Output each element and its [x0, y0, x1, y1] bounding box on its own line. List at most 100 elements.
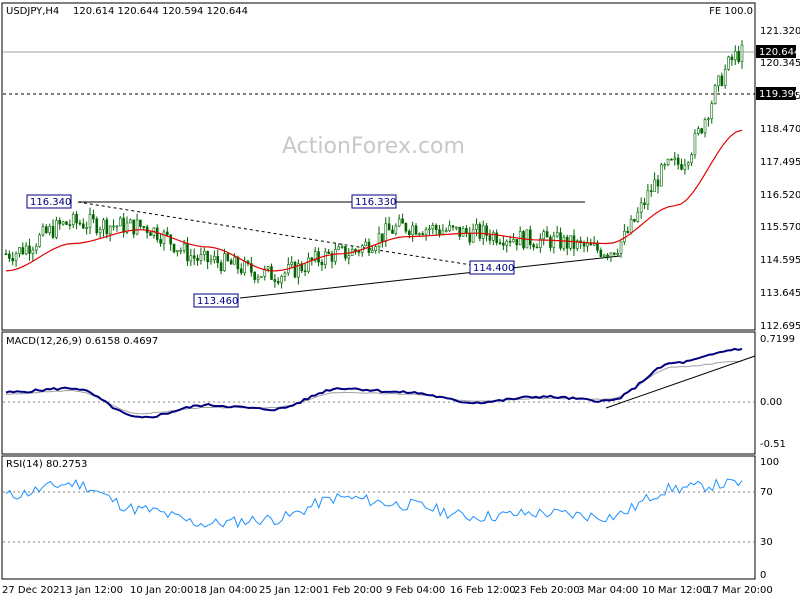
candle-body	[599, 249, 603, 257]
candle-body	[92, 214, 95, 220]
last-price-box	[756, 45, 796, 58]
macd-trendline	[605, 355, 756, 409]
candle-body	[21, 247, 25, 255]
candle-body	[45, 226, 48, 234]
candle-body	[381, 233, 384, 242]
candle-body	[334, 249, 337, 262]
candle-body	[270, 266, 273, 280]
candle-body	[105, 219, 109, 235]
candle-body	[102, 219, 105, 230]
candle-body	[229, 260, 233, 265]
candle-body	[273, 279, 277, 282]
annotation-box	[193, 293, 239, 308]
candle-body	[61, 221, 65, 225]
candle-body	[209, 259, 213, 263]
candle-body	[71, 213, 75, 226]
watermark: ActionForex.com	[282, 134, 465, 159]
price-annotation-low-left: 113.460	[193, 293, 239, 308]
candle-body	[555, 232, 559, 237]
x-tick-label: 18 Jan 04:00	[194, 585, 257, 596]
candle-body	[172, 243, 176, 253]
candle-body	[451, 225, 455, 228]
candle-body	[253, 272, 256, 280]
candle-body	[233, 256, 236, 265]
x-tick-label: 3 Mar 04:00	[578, 585, 638, 596]
candle-body	[394, 225, 398, 234]
candle-body	[582, 242, 586, 247]
candle-body	[481, 225, 485, 239]
candle-body	[51, 225, 55, 238]
candle-body	[213, 256, 216, 261]
candle-body	[239, 268, 243, 274]
candle-body	[602, 254, 606, 257]
candle-body	[38, 234, 41, 247]
candle-body	[542, 231, 546, 240]
price-tick: 118.470	[760, 124, 800, 135]
candle-body	[623, 230, 626, 243]
candle-body	[545, 231, 549, 238]
candle-body	[115, 225, 119, 228]
candle-body	[676, 157, 680, 165]
candle-body	[532, 244, 535, 248]
candle-body	[492, 232, 495, 241]
header-symbol: USDJPY,H4	[6, 6, 59, 17]
candle-body	[340, 246, 344, 248]
hline-label: 119.390	[759, 89, 800, 100]
candle-body	[199, 254, 203, 261]
candle-body	[713, 85, 717, 104]
x-tick-label: 25 Jan 12:00	[259, 585, 322, 596]
candle-body	[411, 225, 414, 235]
x-tick-label: 9 Feb 04:00	[386, 585, 445, 596]
price-tick: 116.520	[760, 190, 800, 201]
candle-body	[488, 235, 492, 241]
candle-body	[14, 253, 18, 262]
candle-body	[55, 220, 58, 238]
candle-body	[75, 213, 78, 224]
candle-body	[710, 103, 714, 119]
rsi-tick: 30	[760, 537, 773, 548]
candle-body	[384, 223, 388, 242]
candle-body	[330, 253, 334, 262]
last-price-label: 120.644	[759, 47, 800, 58]
candle-body	[549, 236, 552, 248]
candle-body	[68, 224, 72, 226]
candle-body	[539, 238, 542, 248]
candle-body	[733, 51, 737, 61]
candle-body	[297, 263, 300, 278]
candle-body	[118, 217, 122, 227]
candle-body	[88, 214, 92, 228]
candle-body	[455, 226, 458, 229]
candle-body	[636, 211, 640, 222]
candle-body	[243, 260, 246, 274]
candle-body	[179, 249, 183, 252]
candle-body	[327, 251, 330, 254]
candle-body	[609, 252, 613, 257]
candle-body	[431, 224, 435, 230]
candle-body	[256, 276, 260, 280]
candle-body	[320, 261, 324, 266]
candle-body	[495, 232, 498, 243]
candle-body	[192, 255, 196, 259]
candle-body	[307, 257, 310, 272]
candle-body	[139, 219, 142, 227]
x-tick-label: 17 Mar 20:00	[706, 585, 773, 596]
candle-body	[649, 190, 653, 193]
candle-body	[293, 261, 297, 278]
annotation-text: 113.460	[197, 296, 238, 307]
candle-body	[653, 179, 656, 192]
price-y-axis: 121.320 120.345 119.445 118.470 117.495 …	[760, 26, 800, 332]
candle-body	[280, 276, 283, 284]
rsi-tick: 100	[760, 457, 779, 468]
candle-body	[528, 229, 532, 245]
price-tick: 114.595	[760, 255, 800, 266]
x-tick-label: 16 Feb 12:00	[450, 585, 516, 596]
candle-body	[260, 276, 263, 278]
candle-body	[219, 262, 223, 272]
candle-body	[162, 231, 166, 244]
candle-body	[226, 253, 230, 261]
candle-body	[468, 232, 472, 243]
candle-body	[347, 255, 351, 259]
candle-body	[216, 256, 220, 263]
candle-body	[202, 250, 206, 255]
